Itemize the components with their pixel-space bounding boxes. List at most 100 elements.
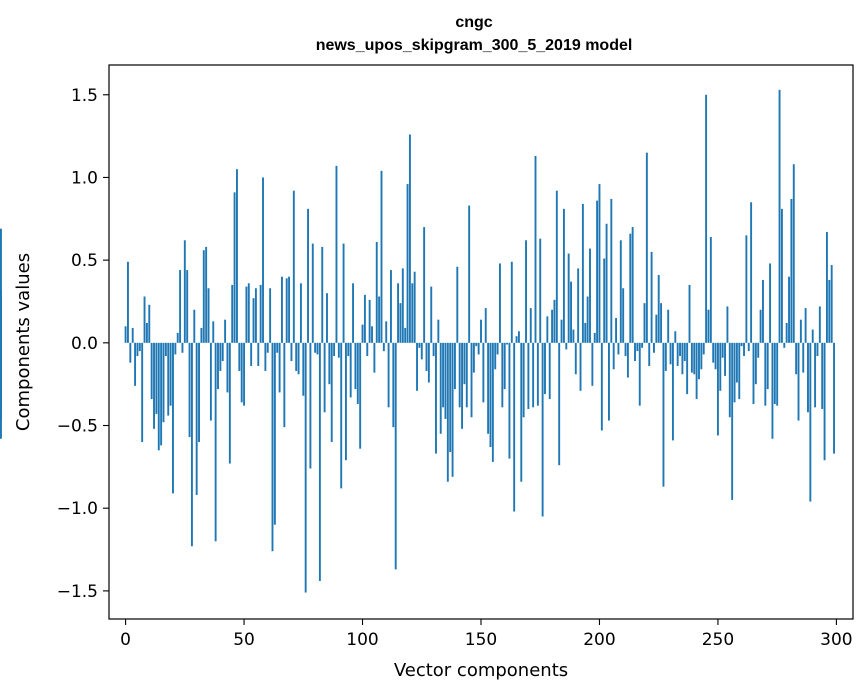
bar [254,288,257,343]
bar [525,240,527,343]
bar [271,342,274,552]
bar [404,327,407,343]
bar [624,342,627,357]
bar [413,271,416,343]
bar [593,332,596,343]
bar [368,299,371,343]
x-axis-ticks: 0 50 100 150 200 250 300 [120,619,853,650]
bar [562,208,565,343]
bar [427,342,430,383]
bar [439,342,442,434]
bar [778,89,781,343]
bar [726,306,729,343]
y-axis-label: Components values [13,253,34,431]
bar [570,281,572,343]
bar [423,227,426,343]
bar [292,190,295,343]
bar [683,342,686,362]
bar [131,327,134,343]
bar [266,342,269,353]
bar [499,263,501,343]
bar [207,288,210,343]
bar [164,342,167,357]
bar [138,342,141,352]
bar [344,342,347,461]
x-tick-label: 0 [120,630,131,650]
bar [650,251,653,343]
bar [814,342,817,408]
bar [771,342,774,439]
bar [437,319,440,343]
bar [600,342,603,431]
bar [231,284,234,343]
bar [373,342,376,373]
bar [688,284,691,343]
bar [236,169,238,343]
bar [416,342,418,391]
bar [453,342,456,390]
bar [648,342,651,366]
bar [503,342,506,390]
bar [738,342,741,400]
bar [378,296,381,343]
bar [363,294,366,343]
bar [209,342,212,421]
bar [444,342,447,419]
bar [785,322,788,343]
bar [657,275,660,343]
bar [340,342,343,489]
bar [565,342,568,350]
bar [671,342,674,441]
bar [577,268,580,343]
bar [733,342,736,403]
bar [243,342,246,406]
bar [759,309,762,343]
bar [475,342,478,347]
bar [641,342,644,348]
bar [702,342,705,355]
x-axis-label: Vector components [394,660,568,681]
bar [385,321,388,343]
bar [247,283,250,343]
bar [510,261,513,343]
bar [797,342,800,421]
bar [425,342,428,371]
bar [264,342,267,371]
bar [174,342,177,355]
bar [807,342,809,413]
bar [406,184,409,343]
bar [150,342,153,400]
bar [821,342,824,409]
bar [183,240,186,343]
bar [382,342,385,352]
bar [240,342,243,403]
bar [546,316,549,343]
bar [157,342,160,451]
bar [790,198,793,343]
bar [825,232,828,343]
bar [581,203,584,343]
bar [273,342,276,525]
bar [221,342,224,362]
bar [536,342,539,406]
bar [226,342,229,393]
bar [311,243,314,343]
bar [674,331,677,343]
bar [676,342,679,366]
bar [465,342,468,408]
bar [401,268,404,343]
bar [662,342,665,487]
bar [487,342,490,434]
bar [212,321,215,343]
bar [167,342,170,416]
bar [638,342,641,406]
bar [458,342,461,408]
bar [145,322,148,343]
bar [634,342,636,362]
bar [299,283,302,343]
bar [804,308,807,343]
bar [527,342,530,409]
bar [612,342,615,370]
bar [743,342,745,357]
bar [148,304,151,343]
